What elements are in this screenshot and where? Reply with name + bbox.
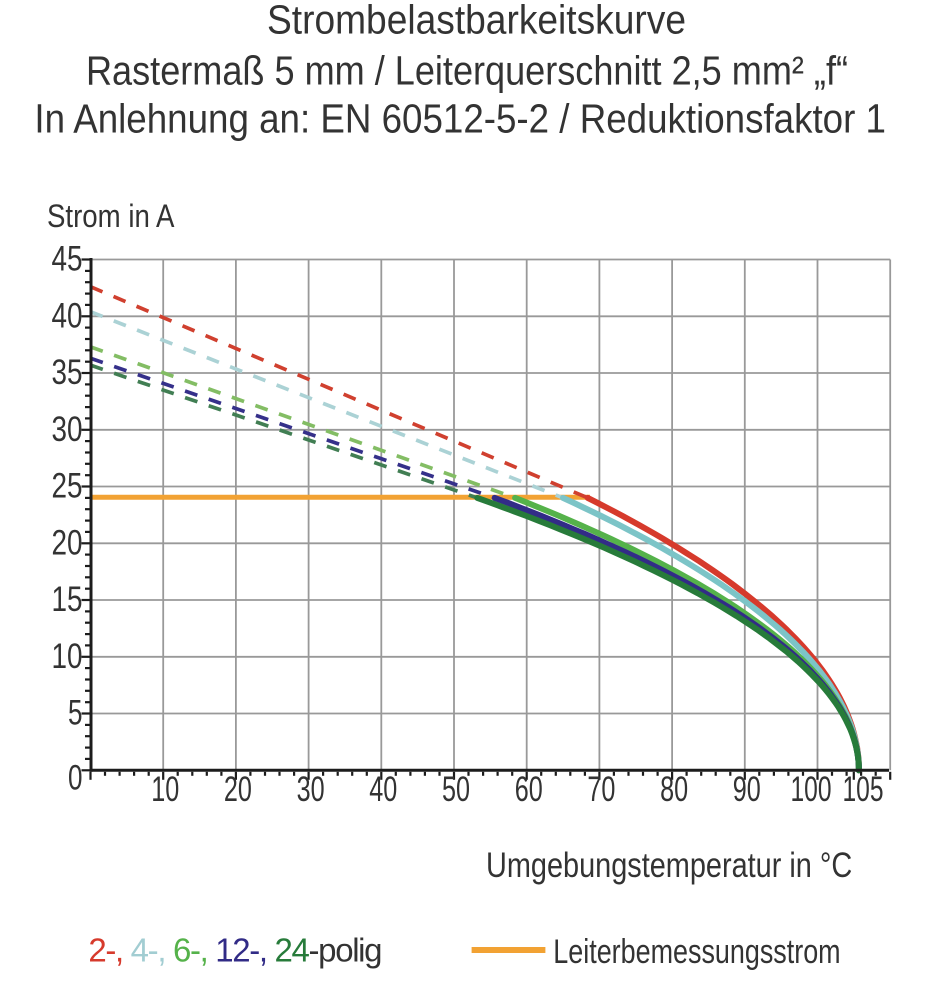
svg-text:Umgebungstemperatur in °C: Umgebungstemperatur in °C	[486, 846, 852, 885]
svg-text:30: 30	[52, 410, 83, 449]
svg-text:5: 5	[68, 694, 83, 733]
svg-text:100: 100	[791, 770, 832, 809]
svg-text:In Anlehnung an: EN 60512-5-2: In Anlehnung an: EN 60512-5-2 / Reduktio…	[34, 96, 886, 142]
svg-text:20: 20	[52, 523, 83, 562]
svg-text:80: 80	[660, 770, 688, 809]
svg-text:25: 25	[52, 467, 83, 506]
svg-text:40: 40	[52, 296, 83, 335]
svg-text:10: 10	[151, 770, 179, 809]
svg-text:105: 105	[843, 770, 884, 809]
svg-text:30: 30	[297, 770, 325, 809]
svg-text:Strombelastbarkeitskurve: Strombelastbarkeitskurve	[267, 0, 686, 43]
svg-text:90: 90	[733, 770, 761, 809]
svg-text:Leiterbemessungsstrom: Leiterbemessungsstrom	[553, 933, 840, 971]
svg-text:40: 40	[369, 770, 397, 809]
svg-text:35: 35	[52, 353, 83, 392]
svg-text:Rastermaß 5 mm / Leiterquersch: Rastermaß 5 mm / Leiterquerschnitt 2,5 m…	[86, 48, 848, 94]
svg-text:20: 20	[224, 770, 252, 809]
svg-text:50: 50	[442, 770, 470, 809]
svg-text:2-, 4-, 6-, 12-, 24-polig: 2-, 4-, 6-, 12-, 24-polig	[88, 931, 381, 968]
svg-text:60: 60	[515, 770, 543, 809]
svg-text:Strom in A: Strom in A	[47, 198, 175, 234]
svg-text:10: 10	[52, 637, 83, 676]
svg-text:15: 15	[52, 580, 83, 619]
svg-text:45: 45	[52, 240, 83, 279]
svg-text:0: 0	[68, 758, 83, 797]
svg-text:70: 70	[587, 770, 615, 809]
